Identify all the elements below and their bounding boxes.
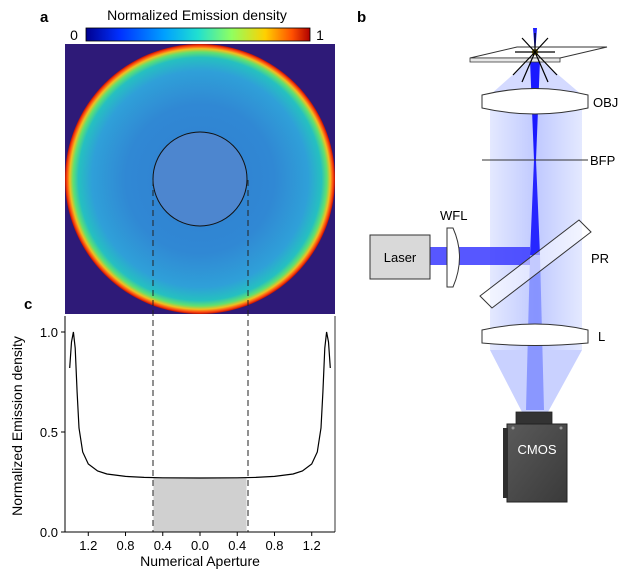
widefield-lens [447, 228, 460, 287]
y-tick-label: 0.0 [40, 525, 58, 540]
camera-screw-left [512, 427, 515, 430]
optical-setup-diagram: OBJ BFP PR Laser WFL L CMOS [370, 28, 618, 502]
y-tick-label: 1.0 [40, 325, 58, 340]
y-tick-label: 0.5 [40, 425, 58, 440]
label-wfl: WFL [440, 208, 467, 223]
label-bfp: BFP [590, 153, 615, 168]
x-tick-label: 0.8 [116, 538, 134, 553]
x-tick-label: 1.2 [79, 538, 97, 553]
x-tick-label: 0.0 [191, 538, 209, 553]
x-tick-label: 0.4 [228, 538, 246, 553]
laser-beam [430, 247, 530, 265]
label-l: L [598, 329, 605, 344]
x-tick-label: 1.2 [303, 538, 321, 553]
inner-aperture-circle [153, 132, 247, 226]
chart-ylabel: Normalized Emission density [9, 336, 25, 516]
colorbar-title: Normalized Emission density [107, 7, 287, 23]
coverslip-side [470, 58, 560, 62]
chart-shaded-region [153, 478, 246, 532]
emission-curve [70, 332, 331, 478]
label-cmos: CMOS [518, 442, 557, 457]
chart-xlabel: Numerical Aperture [140, 553, 260, 569]
label-pr: PR [591, 251, 609, 266]
camera-body [507, 424, 567, 502]
emission-density-image [65, 44, 335, 314]
panel-label-a: a [40, 9, 49, 26]
camera-mount [516, 412, 552, 424]
x-tick-label: 0.4 [154, 538, 172, 553]
emission-chart: 1.2 0.8 0.4 0.0 0.4 0.8 1.2 0.0 0.5 1.0 Numerica… [9, 316, 335, 569]
colorbar-max-label: 1 [316, 27, 324, 43]
colorbar [86, 28, 310, 41]
colorbar-min-label: 0 [70, 27, 78, 43]
label-obj: OBJ [593, 95, 618, 110]
x-tick-label: 0.8 [265, 538, 283, 553]
objective-lens [482, 89, 588, 115]
tube-lens [482, 324, 588, 346]
label-laser: Laser [384, 250, 417, 265]
camera-side [503, 428, 508, 498]
panel-label-c: c [24, 296, 32, 313]
camera-screw-right [560, 427, 563, 430]
panel-label-b: b [357, 9, 366, 26]
